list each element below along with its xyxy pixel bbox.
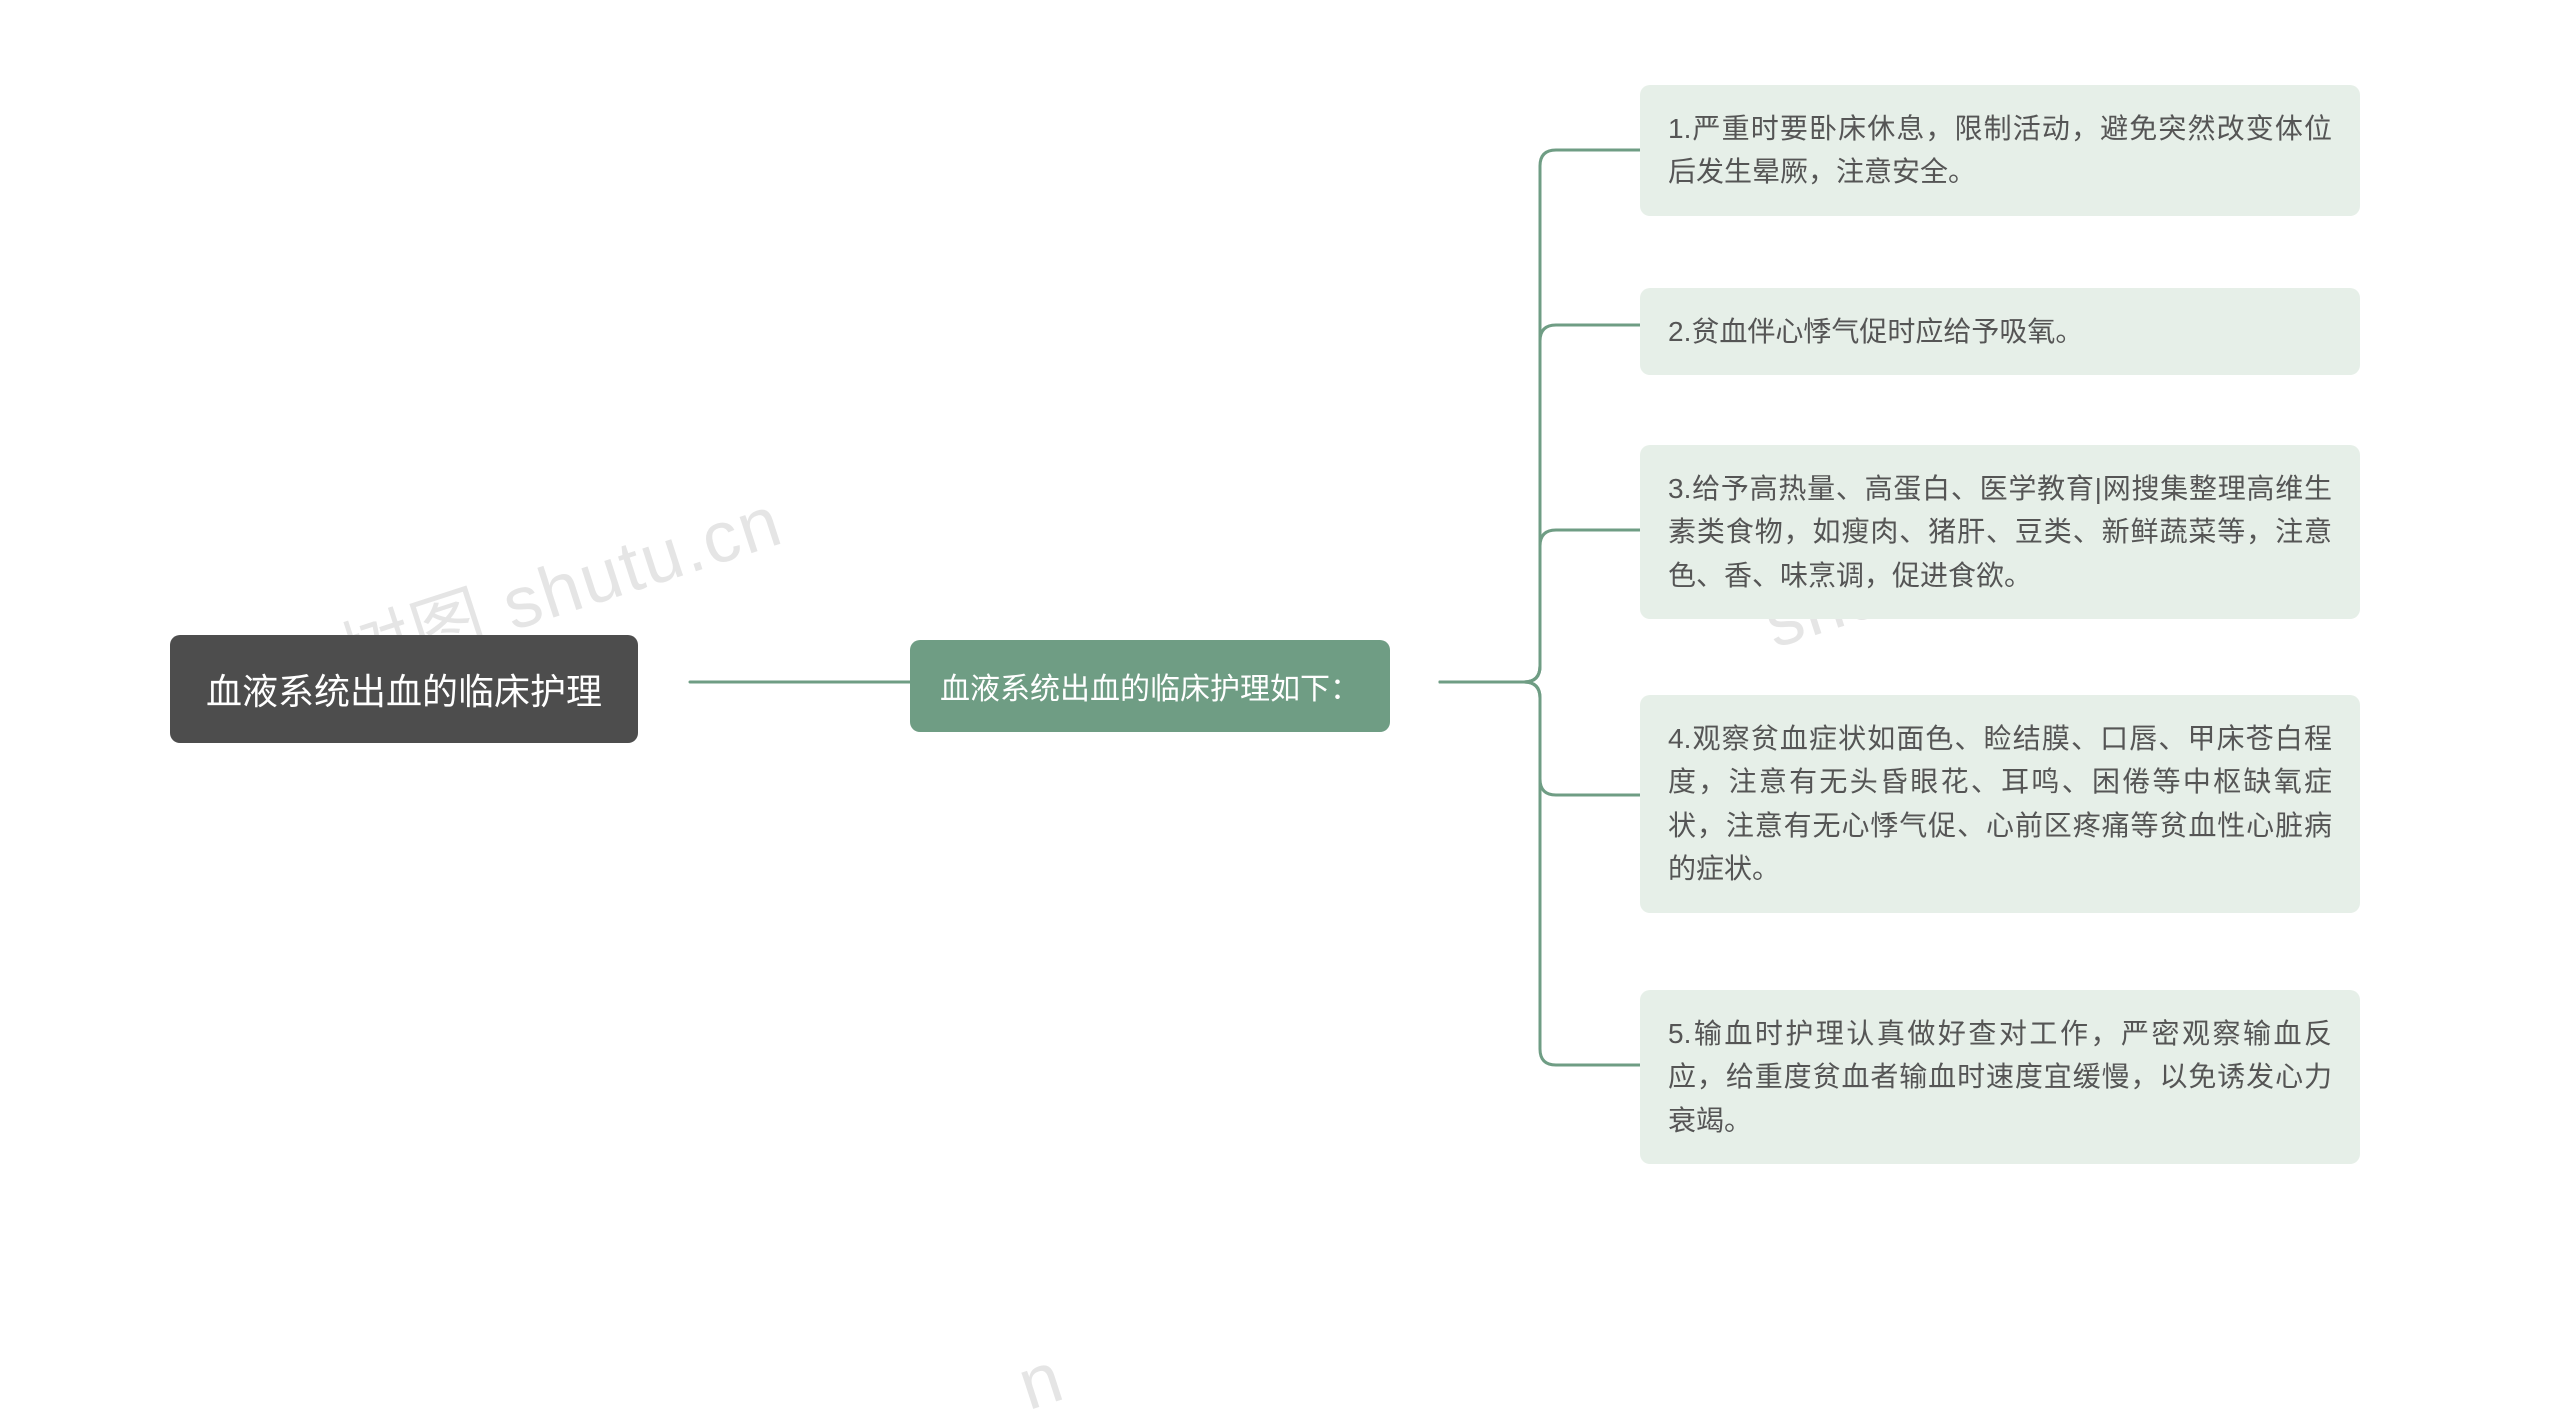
mindmap-canvas: 树图 shutu.cn shutu.cn n 血液系统出血的临床护理 血液系统出… [0, 0, 2560, 1360]
sub-node[interactable]: 血液系统出血的临床护理如下： [910, 640, 1390, 732]
leaf-node-4[interactable]: 4.观察贫血症状如面色、睑结膜、口唇、甲床苍白程度，注意有无头昏眼花、耳鸣、困倦… [1640, 695, 2360, 913]
leaf-node-2[interactable]: 2.贫血伴心悸气促时应给予吸氧。 [1640, 288, 2360, 375]
leaf-node-3[interactable]: 3.给予高热量、高蛋白、医学教育|网搜集整理高维生素类食物，如瘦肉、猪肝、豆类、… [1640, 445, 2360, 619]
watermark: n [1008, 1336, 1073, 1427]
leaf-node-5[interactable]: 5.输血时护理认真做好查对工作，严密观察输血反应，给重度贫血者输血时速度宜缓慢，… [1640, 990, 2360, 1164]
root-node[interactable]: 血液系统出血的临床护理 [170, 635, 638, 743]
leaf-node-1[interactable]: 1.严重时要卧床休息，限制活动，避免突然改变体位后发生晕厥，注意安全。 [1640, 85, 2360, 216]
